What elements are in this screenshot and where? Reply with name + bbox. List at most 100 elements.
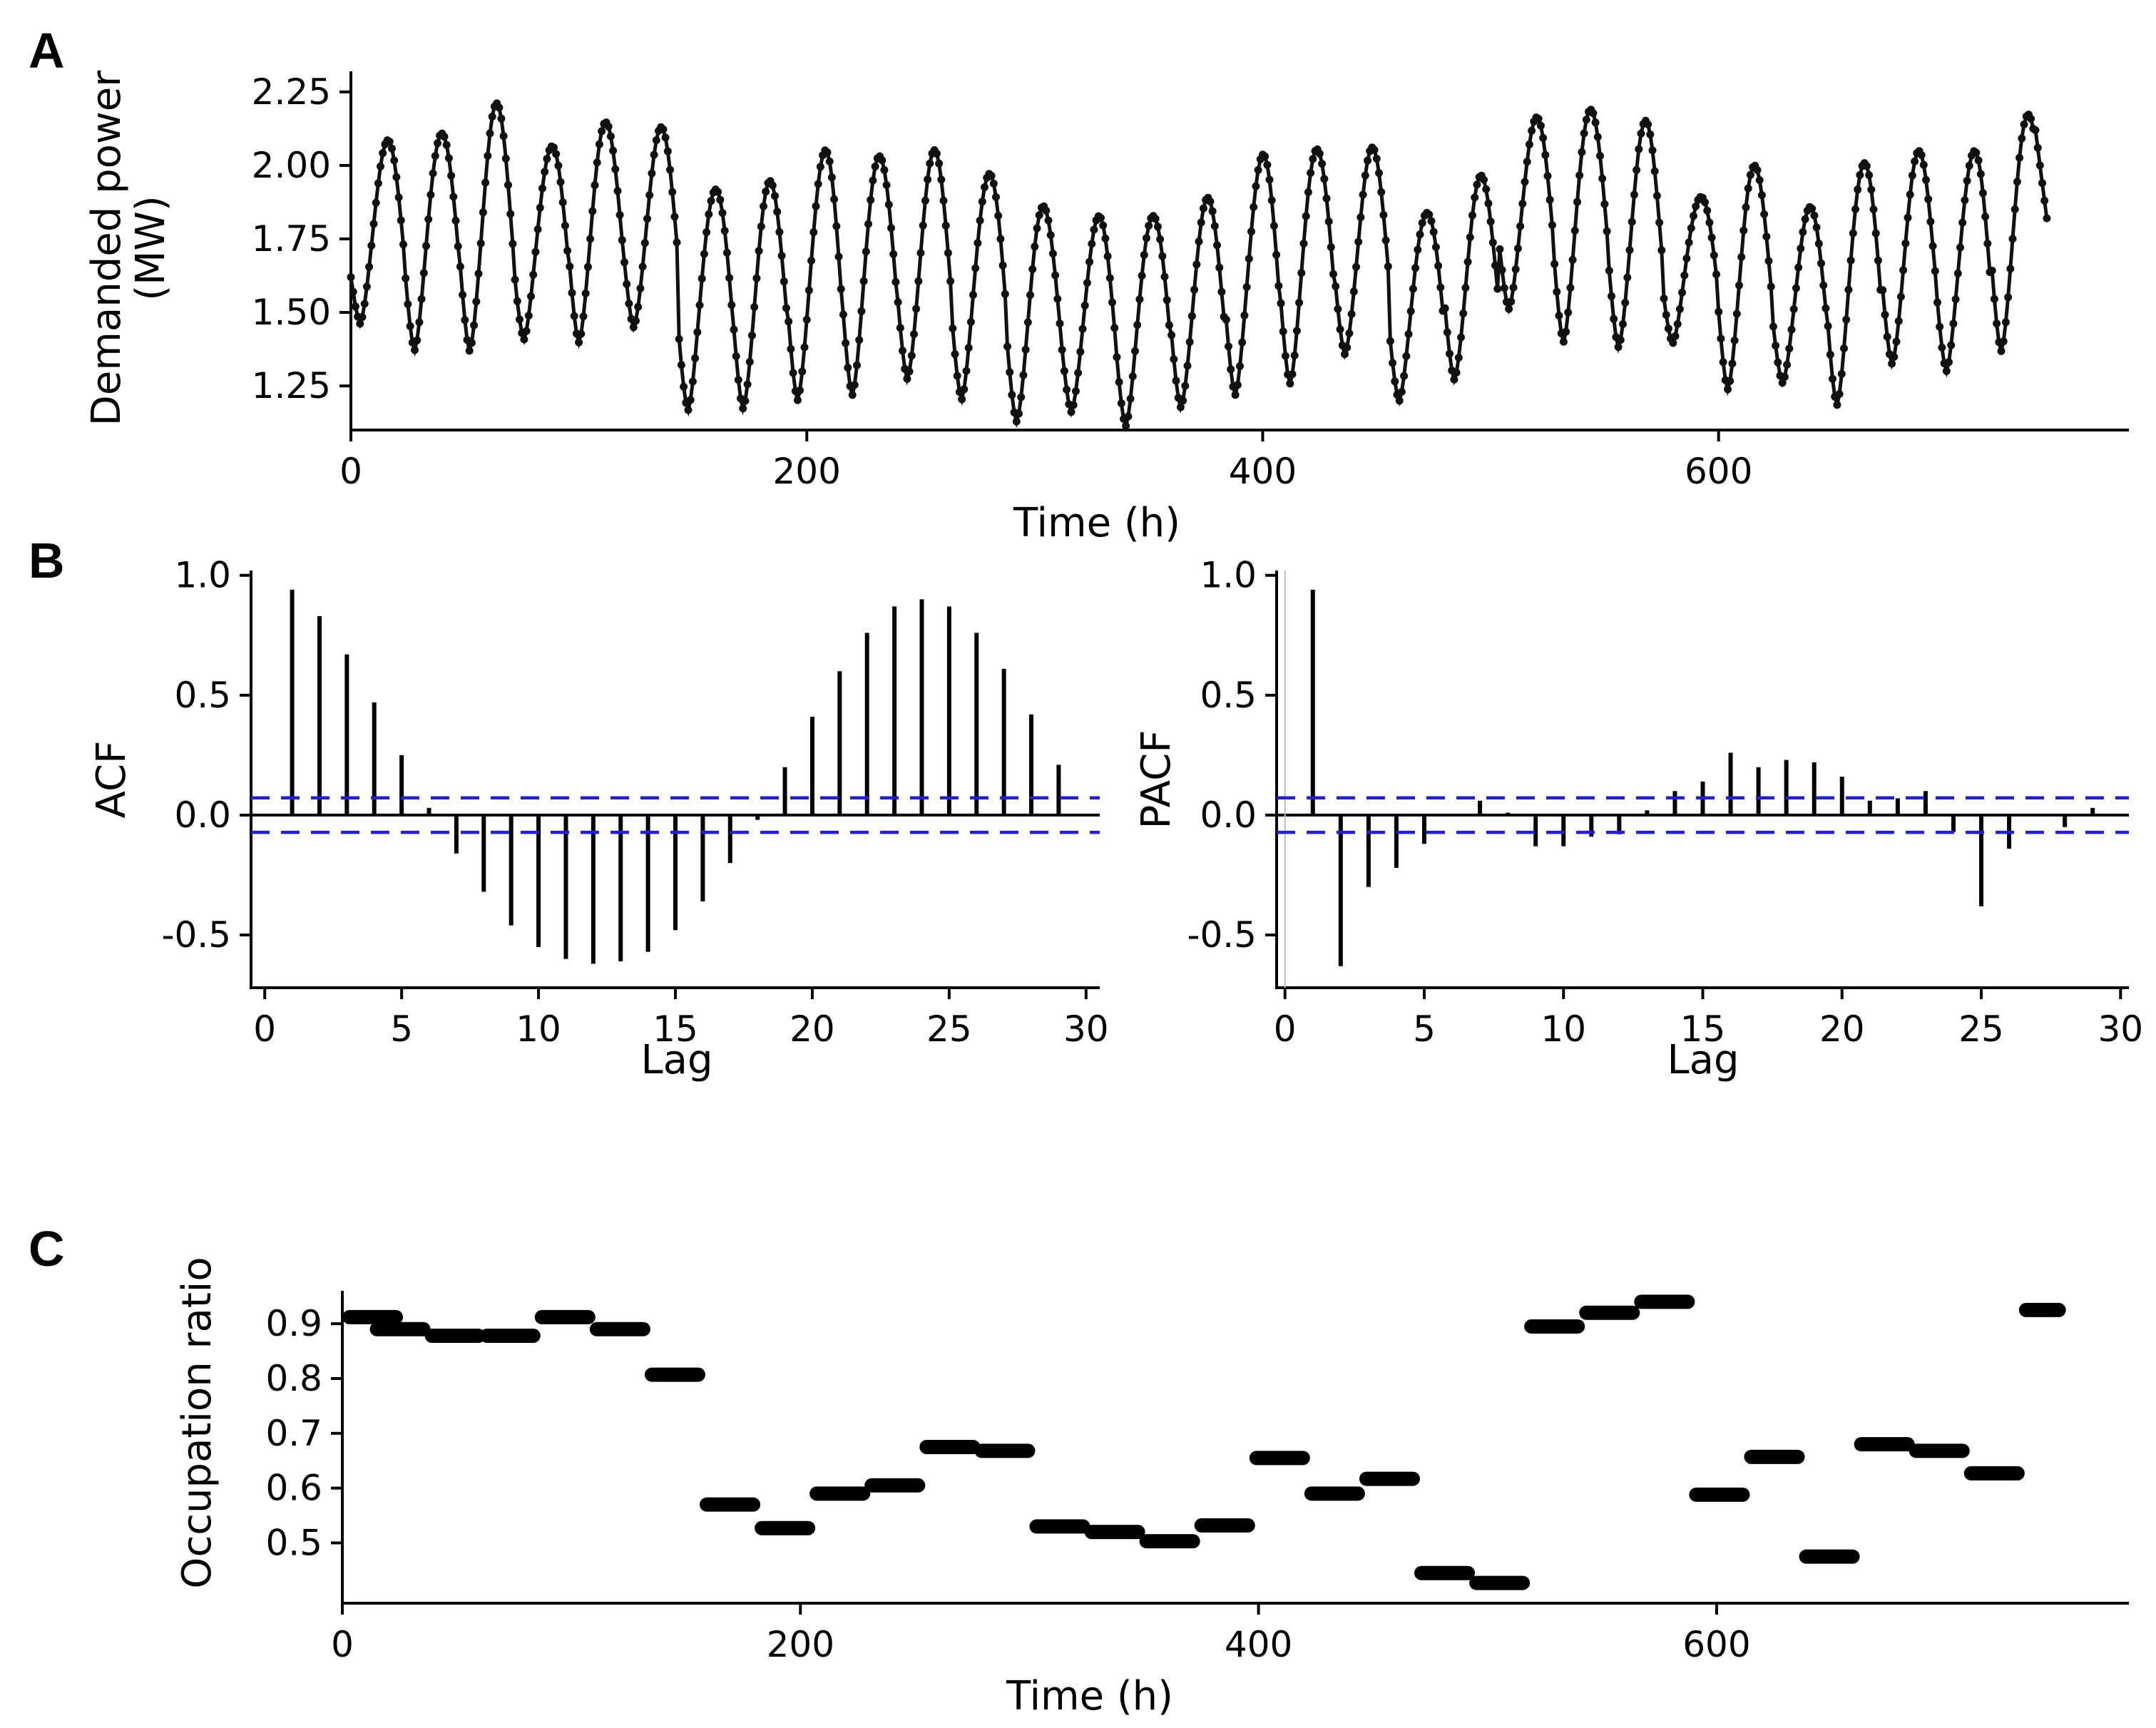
pacf-xtick-label: 0: [1274, 1008, 1297, 1050]
power-point: [1332, 282, 1340, 290]
power-point: [1543, 172, 1552, 180]
power-point: [422, 242, 430, 250]
power-point: [1026, 291, 1034, 300]
power-point: [1808, 205, 1817, 213]
power-point: [878, 156, 887, 165]
power-point: [1359, 190, 1367, 199]
power-point: [1888, 359, 1896, 368]
power-point: [1263, 160, 1272, 169]
power-point: [2004, 293, 2013, 302]
power-point: [743, 380, 752, 389]
power-point: [1074, 369, 1083, 377]
power-point: [529, 270, 538, 279]
power-point: [1945, 358, 1953, 367]
power-point: [1628, 218, 1636, 226]
power-point: [673, 238, 681, 247]
power-point: [1370, 145, 1379, 154]
power-point: [1655, 218, 1664, 227]
power-point: [1799, 227, 1807, 236]
power-point: [1869, 205, 1878, 213]
acf-xtick-label: 5: [390, 1008, 413, 1050]
power-point: [1288, 370, 1297, 379]
power-point: [513, 297, 521, 305]
power-point: [1899, 266, 1908, 275]
power-point: [981, 183, 988, 191]
power-point: [1434, 262, 1443, 270]
power-point: [1354, 237, 1363, 246]
power-point: [1042, 206, 1051, 215]
power-point: [1947, 341, 1956, 349]
power-point: [1988, 266, 1996, 275]
c-ytick-label: 0.9: [265, 1303, 322, 1344]
power-point: [1292, 327, 1301, 335]
power-point: [372, 198, 380, 207]
power-point: [1215, 263, 1224, 272]
power-point: [1559, 337, 1568, 346]
power-point: [1981, 213, 1990, 221]
power-point: [1336, 325, 1344, 334]
power-point: [2038, 179, 2046, 188]
power-point: [1701, 198, 1709, 207]
power-point: [634, 302, 643, 311]
power-point: [1767, 282, 1775, 291]
power-point: [1623, 273, 1632, 282]
power-point: [417, 295, 426, 303]
power-point: [2035, 161, 2044, 170]
power-point: [650, 150, 658, 159]
power-point: [994, 212, 1003, 220]
power-point: [869, 176, 877, 185]
power-point: [1158, 252, 1167, 260]
power-point: [1411, 264, 1420, 272]
power-point: [2011, 205, 2019, 213]
power-point: [1712, 270, 1720, 279]
power-point: [1648, 146, 1657, 155]
power-point: [823, 148, 832, 157]
power-point: [1252, 182, 1260, 190]
power-point: [1493, 285, 1502, 293]
power-point: [1933, 298, 1941, 307]
power-point: [734, 376, 742, 384]
power-point: [1724, 385, 1732, 394]
power-point: [1429, 227, 1438, 236]
power-point: [524, 312, 533, 320]
power-point: [1596, 152, 1604, 160]
power-point: [996, 235, 1005, 243]
power-point: [1165, 321, 1173, 329]
power-point: [1450, 375, 1458, 384]
power-point: [2018, 134, 2026, 143]
power-point: [1792, 284, 1800, 292]
power-point: [1871, 229, 1880, 237]
power-point: [1053, 295, 1062, 303]
power-point: [1822, 304, 1830, 312]
power-point: [1172, 377, 1180, 385]
power-point: [1757, 191, 1766, 200]
power-point: [1033, 224, 1041, 232]
power-point: [1170, 355, 1178, 364]
power-point: [593, 158, 601, 167]
power-point: [1652, 192, 1661, 200]
power-point: [1675, 305, 1684, 313]
power-point: [1879, 286, 1887, 295]
power-point: [716, 195, 725, 204]
power-point: [1575, 171, 1584, 180]
power-point: [1192, 260, 1201, 269]
power-point: [1357, 213, 1365, 222]
power-point: [1231, 391, 1240, 399]
a-xtick-label: 400: [1229, 451, 1297, 492]
power-point: [404, 300, 412, 308]
power-point: [2031, 126, 2040, 134]
power-point: [1327, 243, 1335, 251]
power-point: [1297, 269, 1306, 277]
power-point: [1446, 349, 1453, 358]
power-point: [1051, 271, 1060, 280]
power-point: [1160, 272, 1169, 281]
power-point: [1573, 198, 1581, 206]
power-point: [402, 274, 410, 282]
power-point: [1418, 219, 1426, 227]
power-point: [1906, 190, 1914, 199]
power-point: [1703, 206, 1712, 215]
power-point: [447, 171, 456, 180]
power-point: [964, 344, 973, 352]
power-point: [1372, 155, 1381, 163]
power-point: [1687, 224, 1695, 232]
